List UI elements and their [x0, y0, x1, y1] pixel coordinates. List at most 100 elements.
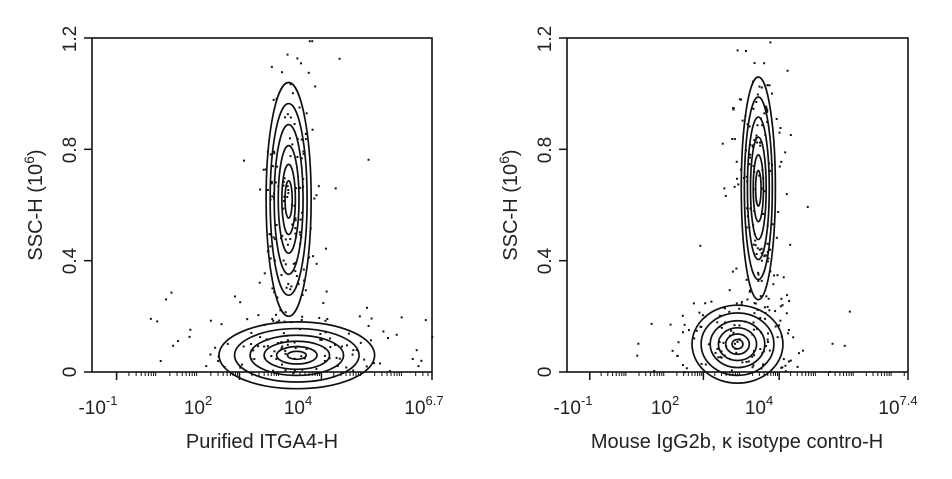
- event-dot: [754, 302, 757, 305]
- event-dot: [707, 343, 710, 346]
- event-dot: [777, 210, 780, 213]
- event-dot: [315, 262, 318, 265]
- event-dot: [769, 248, 772, 251]
- event-dot: [738, 324, 741, 327]
- event-dot: [301, 315, 304, 318]
- event-dot: [784, 364, 787, 367]
- event-dot: [315, 194, 318, 197]
- density-contour: [754, 169, 762, 207]
- event-dot: [772, 283, 775, 286]
- event-dot: [698, 311, 701, 314]
- event-dot: [737, 183, 740, 186]
- event-dot: [773, 274, 776, 277]
- event-dot: [282, 207, 285, 210]
- event-dot: [751, 145, 754, 148]
- density-contour: [724, 333, 751, 356]
- event-dot: [271, 165, 274, 168]
- event-dot: [284, 352, 287, 355]
- event-dot: [714, 351, 717, 354]
- event-dot: [272, 98, 275, 101]
- event-dot: [289, 83, 292, 86]
- event-dot: [300, 157, 303, 160]
- event-dot: [270, 180, 273, 183]
- density-contour: [717, 326, 758, 362]
- density-contour: [281, 163, 297, 236]
- event-dot: [797, 352, 800, 355]
- event-dot: [671, 349, 674, 352]
- event-dot: [788, 300, 791, 303]
- density-contour: [233, 327, 360, 383]
- event-dot: [637, 342, 640, 345]
- event-dot: [293, 122, 296, 125]
- event-dot: [767, 257, 770, 260]
- event-dot: [724, 194, 727, 197]
- event-dot: [775, 117, 778, 120]
- event-dot: [379, 362, 382, 365]
- density-contour: [286, 350, 308, 361]
- event-dot: [149, 317, 152, 320]
- event-dot: [242, 159, 245, 162]
- event-dot: [769, 41, 772, 44]
- density-contour: [749, 136, 768, 241]
- event-dot: [779, 126, 782, 129]
- event-dot: [765, 295, 768, 298]
- event-dot: [669, 323, 672, 326]
- event-dot: [763, 112, 766, 115]
- event-dot: [759, 141, 762, 144]
- event-dot: [252, 349, 255, 352]
- event-dot: [753, 139, 756, 142]
- event-dot: [308, 40, 311, 43]
- event-dot: [259, 336, 262, 339]
- event-dot: [271, 317, 274, 320]
- event-dot: [262, 168, 265, 171]
- event-dot: [761, 187, 764, 190]
- event-dot: [367, 324, 370, 327]
- event-dot: [752, 243, 755, 246]
- event-dot: [296, 57, 299, 60]
- event-dot: [352, 369, 355, 372]
- density-contour: [743, 96, 774, 281]
- event-dot: [266, 189, 269, 192]
- event-dot: [682, 331, 685, 334]
- event-dot: [681, 364, 684, 367]
- event-dot: [253, 358, 256, 361]
- event-dot: [302, 268, 305, 271]
- event-dot: [766, 84, 769, 87]
- left-x-tick-label: 106.7: [404, 393, 443, 419]
- event-dot: [701, 314, 704, 317]
- event-dot: [765, 107, 768, 110]
- event-dot: [318, 316, 321, 319]
- event-dot: [266, 345, 269, 348]
- event-dot: [756, 141, 759, 144]
- event-dot: [774, 325, 777, 328]
- event-dot: [274, 313, 277, 316]
- event-dot: [780, 160, 783, 163]
- event-dot: [294, 227, 297, 230]
- event-dot: [307, 71, 310, 74]
- event-dot: [188, 335, 191, 338]
- event-dot: [782, 276, 785, 279]
- event-dot: [189, 328, 192, 331]
- event-dot: [250, 343, 253, 346]
- event-dot: [276, 296, 279, 299]
- event-dot: [388, 370, 391, 373]
- event-dot: [748, 289, 751, 292]
- event-dot: [751, 366, 754, 369]
- event-dot: [386, 337, 389, 340]
- left-x-axis-title: Purified ITGA4-H: [186, 431, 338, 453]
- event-dot: [269, 245, 272, 248]
- event-dot: [771, 223, 774, 226]
- event-dot: [748, 290, 751, 293]
- event-dot: [293, 341, 296, 344]
- event-dot: [275, 165, 278, 168]
- event-dot: [209, 353, 212, 356]
- right-x-tick-label: 104: [745, 393, 773, 419]
- event-dot: [345, 366, 348, 369]
- density-contour: [740, 76, 777, 301]
- event-dot: [289, 116, 292, 119]
- event-dot: [259, 188, 262, 191]
- event-dot: [789, 134, 792, 137]
- event-dot: [735, 160, 738, 163]
- event-dot: [780, 297, 783, 300]
- event-dot: [165, 298, 168, 301]
